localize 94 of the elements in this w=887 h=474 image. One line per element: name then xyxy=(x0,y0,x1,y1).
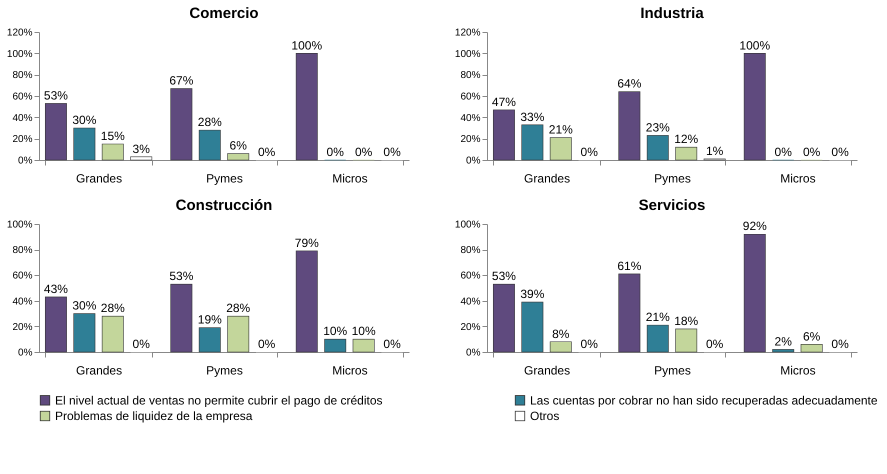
data-label: 0% xyxy=(354,145,373,159)
data-label: 18% xyxy=(674,314,699,328)
y-tick-label: 40% xyxy=(12,112,33,124)
data-label: 39% xyxy=(520,287,545,302)
data-label: 0% xyxy=(383,145,402,159)
data-label: 23% xyxy=(646,120,670,134)
y-tick-label: 100% xyxy=(6,220,33,230)
data-label: 28% xyxy=(100,301,126,316)
data-label: 53% xyxy=(44,88,68,102)
x-tick-label: Pymes xyxy=(206,364,243,378)
data-label: 15% xyxy=(100,129,126,143)
data-label: 1% xyxy=(706,144,724,158)
data-label: 0% xyxy=(802,145,821,159)
y-tick-label: 80% xyxy=(12,245,33,256)
x-tick-label: Pymes xyxy=(206,172,243,186)
data-label: 0% xyxy=(774,145,792,159)
data-label: 2% xyxy=(774,334,792,348)
y-tick-label: 20% xyxy=(460,134,481,146)
data-label: 0% xyxy=(326,145,344,159)
chart-title: Industria xyxy=(640,5,704,22)
x-tick-label: Grandes xyxy=(524,364,570,378)
data-label: 0% xyxy=(258,145,276,159)
data-label: 0% xyxy=(580,337,598,351)
data-label: 43% xyxy=(44,282,68,296)
legend-label: Problemas de liquidez de la empresa xyxy=(55,409,253,423)
data-label: 92% xyxy=(742,219,768,234)
data-label: 0% xyxy=(132,337,150,351)
y-tick-label: 20% xyxy=(460,322,481,333)
data-label: 30% xyxy=(72,113,97,127)
chart-title: Construcción xyxy=(176,197,272,214)
y-tick-label: 60% xyxy=(12,270,33,282)
data-label: 53% xyxy=(169,269,194,284)
x-tick-label: Micros xyxy=(780,172,816,186)
x-tick-label: Micros xyxy=(780,364,816,378)
y-tick-label: 60% xyxy=(460,270,481,282)
data-label: 10% xyxy=(352,324,376,338)
y-tick-label: 40% xyxy=(460,112,481,124)
y-tick-label: 20% xyxy=(12,322,33,333)
data-label: 30% xyxy=(72,298,97,313)
data-label: 64% xyxy=(617,76,642,91)
data-label: 79% xyxy=(294,236,320,250)
data-label: 100% xyxy=(739,38,770,52)
y-tick-label: 0% xyxy=(466,156,481,166)
y-tick-label: 40% xyxy=(12,296,33,308)
legend-label: Otros xyxy=(530,409,560,423)
legend-label: El nivel actual de ventas no permite cubrir el pago de créditos xyxy=(55,393,383,408)
x-tick-label: Grandes xyxy=(524,172,570,186)
data-label: 0% xyxy=(580,145,598,159)
y-tick-label: 80% xyxy=(460,70,481,82)
chart-title: Servicios xyxy=(638,197,706,214)
data-label: 19% xyxy=(198,312,222,327)
y-tick-label: 80% xyxy=(12,70,33,82)
data-label: 28% xyxy=(226,301,251,316)
data-label: 28% xyxy=(198,115,222,130)
data-label: 100% xyxy=(291,38,322,52)
y-tick-label: 60% xyxy=(460,92,481,102)
y-tick-label: 100% xyxy=(454,48,481,60)
y-tick-label: 100% xyxy=(6,48,33,60)
data-label: 61% xyxy=(617,258,642,273)
y-tick-label: 60% xyxy=(12,92,33,102)
legend-label: Las cuentas por cobrar no han sido recuperadas adecuadamente xyxy=(530,393,878,408)
y-tick-label: 40% xyxy=(460,296,481,308)
data-label: 47% xyxy=(492,94,516,109)
data-label: 10% xyxy=(323,324,348,338)
data-label: 33% xyxy=(520,110,545,124)
x-tick-label: Pymes xyxy=(654,364,691,378)
data-label: 0% xyxy=(258,337,276,351)
chart-title: Comercio xyxy=(189,5,259,22)
data-label: 53% xyxy=(492,269,516,284)
x-tick-label: Micros xyxy=(332,172,368,186)
data-label: 21% xyxy=(548,122,574,137)
data-label: 0% xyxy=(706,337,724,351)
y-tick-label: 120% xyxy=(6,28,33,38)
data-label: 6% xyxy=(230,138,248,153)
y-tick-label: 0% xyxy=(18,348,33,358)
y-tick-label: 20% xyxy=(12,134,33,146)
data-label: 12% xyxy=(674,132,699,146)
x-tick-label: Pymes xyxy=(654,172,691,186)
data-label: 3% xyxy=(132,142,150,156)
x-tick-label: Grandes xyxy=(76,364,122,378)
data-label: 0% xyxy=(831,337,850,351)
y-tick-label: 120% xyxy=(454,28,481,38)
x-tick-label: Micros xyxy=(332,364,368,378)
y-tick-label: 100% xyxy=(454,220,481,230)
data-label: 0% xyxy=(383,337,402,351)
data-label: 0% xyxy=(831,145,850,159)
y-tick-label: 0% xyxy=(18,156,33,166)
y-tick-label: 0% xyxy=(466,348,481,358)
data-label: 67% xyxy=(169,74,194,88)
data-label: 6% xyxy=(802,329,821,344)
data-label: 8% xyxy=(552,326,570,341)
x-tick-label: Grandes xyxy=(76,172,122,186)
y-tick-label: 80% xyxy=(460,245,481,256)
data-label: 21% xyxy=(646,310,670,324)
